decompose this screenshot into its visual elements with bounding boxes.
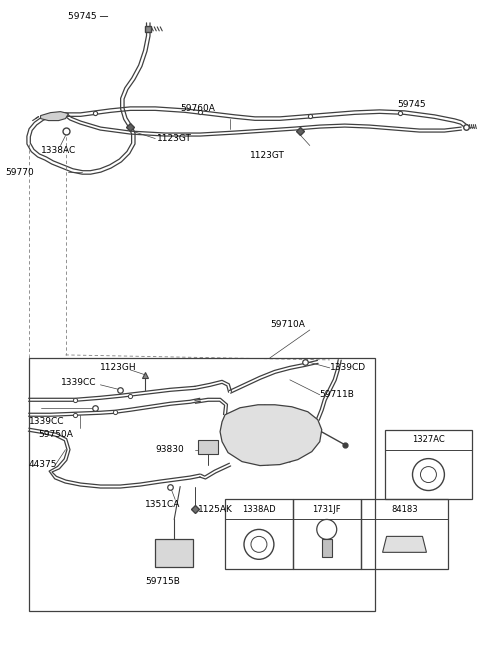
- Text: 1339CD: 1339CD: [330, 363, 366, 373]
- Text: 1327AC: 1327AC: [412, 435, 445, 444]
- Polygon shape: [41, 112, 69, 121]
- Text: 59745 —: 59745 —: [69, 12, 109, 21]
- Text: 1338AC: 1338AC: [41, 146, 76, 155]
- Bar: [384, 430, 472, 500]
- Text: 59760A: 59760A: [180, 104, 215, 113]
- Text: 1731JF: 1731JF: [312, 505, 341, 514]
- Text: 59770: 59770: [6, 168, 35, 177]
- Text: 59745: 59745: [397, 100, 426, 109]
- Text: 1351CA: 1351CA: [145, 500, 180, 509]
- Bar: [155, 539, 193, 567]
- Bar: [198, 439, 218, 454]
- Text: 59710A: 59710A: [270, 321, 305, 330]
- Text: 44375: 44375: [29, 460, 57, 469]
- Polygon shape: [220, 405, 322, 465]
- Polygon shape: [383, 536, 426, 552]
- Bar: [360, 500, 448, 569]
- Text: 59711B: 59711B: [320, 390, 355, 399]
- Text: 84183: 84183: [391, 505, 418, 514]
- Bar: [225, 500, 293, 569]
- Text: 59750A: 59750A: [38, 430, 73, 439]
- Text: 1339CC: 1339CC: [29, 417, 64, 426]
- Text: 59715B: 59715B: [145, 577, 180, 586]
- Text: 93830: 93830: [155, 445, 184, 454]
- Bar: [29, 358, 374, 611]
- Text: 1123GT: 1123GT: [157, 134, 192, 143]
- Bar: [293, 500, 360, 569]
- Text: 1123GH: 1123GH: [100, 363, 137, 373]
- Bar: [322, 539, 332, 557]
- Text: 1339CC: 1339CC: [60, 378, 96, 387]
- Text: 1125AK: 1125AK: [198, 505, 233, 514]
- Text: 1338AD: 1338AD: [242, 505, 276, 514]
- Text: 1123GT: 1123GT: [250, 151, 285, 160]
